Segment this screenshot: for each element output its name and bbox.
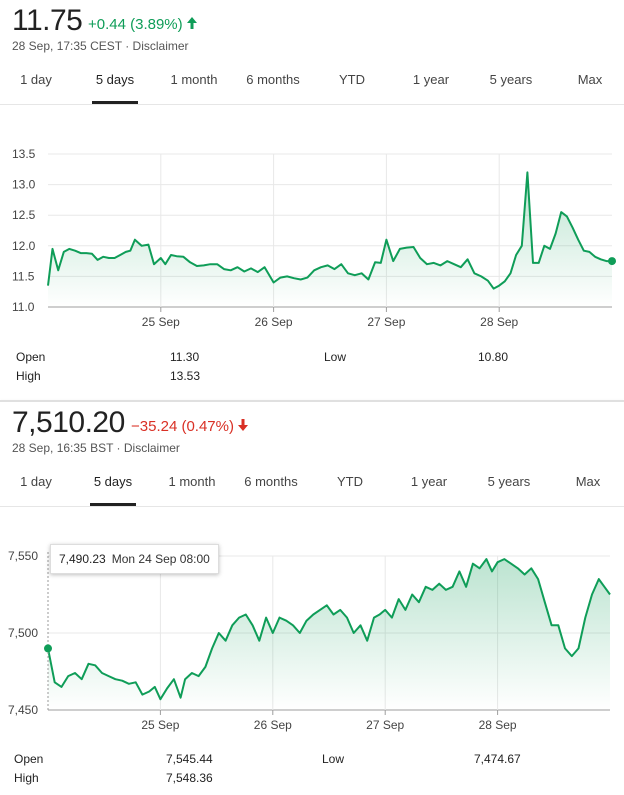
high-value: 7,548.36 <box>166 771 213 785</box>
high-label: High <box>14 771 39 785</box>
price-chart-1[interactable]: 13.5 13.0 12.5 12.0 11.5 11.0 25 Sep 26 Sep 27 S… <box>0 140 624 335</box>
series-area <box>48 559 610 710</box>
low-label: Low <box>322 752 345 766</box>
quote-timestamp: 28 Sep, 16:35 BST <box>12 441 114 455</box>
x-tick-label: 27 Sep <box>367 315 405 329</box>
quote-meta: 28 Sep, 16:35 BST · Disclaimer <box>12 441 180 455</box>
y-tick-label: 7,550 <box>8 549 38 563</box>
open-value: 7,545.44 <box>166 752 213 766</box>
quote-timestamp: 28 Sep, 17:35 CEST <box>12 39 122 53</box>
series-area <box>48 172 612 307</box>
hover-point-marker <box>44 644 52 653</box>
y-tick-label: 12.5 <box>12 208 36 222</box>
tab-1-year[interactable]: 1 year <box>410 474 448 489</box>
quote-meta: 28 Sep, 17:35 CEST · Disclaimer <box>12 39 189 53</box>
tab-1-day[interactable]: 1 day <box>20 474 52 489</box>
tooltip-date: Mon 24 Sep 08:00 <box>111 552 210 566</box>
chart-tooltip: 7,490.23 Mon 24 Sep 08:00 <box>50 544 219 574</box>
low-value: 7,474.67 <box>474 752 521 766</box>
tab-1-month[interactable]: 1 month <box>168 474 216 489</box>
widget-divider <box>0 400 624 402</box>
series-line <box>47 558 611 701</box>
price-change: +0.44 (3.89%) <box>88 16 197 33</box>
arrow-down-icon <box>238 418 248 434</box>
series-line <box>47 171 612 290</box>
current-price: 7,510.20 <box>12 406 125 439</box>
x-tick-label: 25 Sep <box>142 315 180 329</box>
y-tick-label: 11.0 <box>12 300 35 314</box>
price-change-text: −35.24 (0.47%) <box>131 418 234 435</box>
tab-5-days[interactable]: 5 days <box>92 60 138 104</box>
tooltip-value: 7,490.23 <box>59 552 106 566</box>
tab-6-months[interactable]: 6 months <box>244 474 298 489</box>
tab-ytd[interactable]: YTD <box>337 474 363 489</box>
low-value: 10.80 <box>478 350 509 364</box>
y-tick-label: 11.5 <box>12 269 35 283</box>
range-tabs: 1 day 5 days 1 month 6 months YTD 1 year… <box>0 462 624 507</box>
y-tick-label: 13.0 <box>12 178 36 192</box>
tab-6-months[interactable]: 6 months <box>246 72 300 87</box>
x-tick-label: 28 Sep <box>480 315 518 329</box>
tab-5-days[interactable]: 5 days <box>90 462 136 506</box>
price-change: −35.24 (0.47%) <box>131 418 248 435</box>
tab-max[interactable]: Max <box>575 474 601 489</box>
range-tabs: 1 day 5 days 1 month 6 months YTD 1 year… <box>0 60 624 105</box>
arrow-up-icon <box>186 16 197 32</box>
stock-widget-1: 11.75 +0.44 (3.89%) 28 Sep, 17:35 CEST ·… <box>0 4 624 383</box>
x-tick-label: 26 Sep <box>254 718 292 732</box>
x-tick-label: 28 Sep <box>479 718 517 732</box>
y-tick-label: 7,450 <box>8 703 38 717</box>
disclaimer-link[interactable]: Disclaimer <box>132 39 189 53</box>
current-price: 11.75 <box>12 4 83 37</box>
y-tick-label: 7,500 <box>8 626 38 640</box>
open-value: 11.30 <box>170 350 200 364</box>
stock-widget-2: 7,510.20 −35.24 (0.47%) 28 Sep, 16:35 BS… <box>0 402 624 795</box>
price-chart-2[interactable]: 7,550 7,500 7,450 25 Sep 26 Sep 27 Sep 28 Sep <box>0 538 624 738</box>
x-tick-label: 27 Sep <box>366 718 404 732</box>
y-tick-label: 13.5 <box>12 147 36 161</box>
open-label: Open <box>16 350 46 364</box>
tab-5-years[interactable]: 5 years <box>487 474 531 489</box>
tab-ytd[interactable]: YTD <box>339 72 365 87</box>
y-tick-label: 12.0 <box>12 239 36 253</box>
x-tick-label: 25 Sep <box>141 718 179 732</box>
open-label: Open <box>14 752 44 766</box>
tab-max[interactable]: Max <box>577 72 603 87</box>
tab-1-year[interactable]: 1 year <box>412 72 450 87</box>
tab-5-years[interactable]: 5 years <box>489 72 533 87</box>
tab-1-day[interactable]: 1 day <box>20 72 52 87</box>
high-value: 13.53 <box>170 369 201 383</box>
low-label: Low <box>324 350 347 364</box>
current-point-marker <box>608 257 616 266</box>
price-change-text: +0.44 (3.89%) <box>88 16 183 33</box>
disclaimer-link[interactable]: Disclaimer <box>123 441 180 455</box>
x-tick-label: 26 Sep <box>255 315 293 329</box>
tab-1-month[interactable]: 1 month <box>170 72 218 87</box>
high-label: High <box>16 369 41 383</box>
